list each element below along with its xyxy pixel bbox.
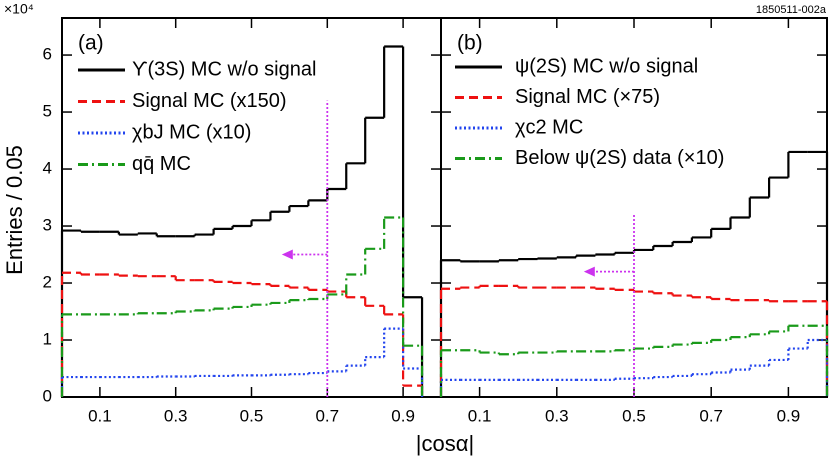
- x-tick-label: 0.3: [545, 406, 569, 425]
- y-multiplier: ×10⁴: [4, 1, 34, 17]
- y-tick-label: 4: [43, 159, 52, 178]
- panel-label: (a): [78, 32, 104, 55]
- x-tick-label: 0.5: [240, 406, 264, 425]
- x-axis-label: |cosα|: [416, 431, 474, 456]
- x-tick-label: 0.9: [391, 406, 415, 425]
- legend-label: Signal MC (x150): [132, 90, 287, 112]
- legend-label: ψ(2S) MC w/o signal: [515, 55, 698, 77]
- legend-label: Signal MC (×75): [515, 86, 660, 108]
- legend-label: Below ψ(2S) data (×10): [515, 147, 724, 169]
- cut-arrowhead: [583, 266, 595, 277]
- x-tick-label: 0.7: [699, 406, 723, 425]
- legend-label: qq̄ MC: [132, 153, 191, 175]
- cut-arrowhead: [281, 249, 293, 260]
- y-tick-label: 0: [43, 386, 52, 405]
- y-tick-label: 5: [43, 102, 52, 121]
- x-tick-label: 0.1: [88, 406, 112, 425]
- y-axis-label: Entries / 0.05: [2, 145, 27, 275]
- x-tick-label: 0.7: [315, 406, 339, 425]
- y-tick-label: 2: [43, 272, 52, 291]
- panel-label: (b): [457, 32, 483, 55]
- y-tick-label: 3: [43, 216, 52, 235]
- legend-label: ϒ(3S) MC w/o signal: [132, 58, 316, 80]
- x-tick-label: 0.3: [164, 406, 188, 425]
- x-tick-label: 0.5: [622, 406, 646, 425]
- legend-label: χc2 MC: [515, 116, 583, 138]
- x-tick-label: 0.9: [777, 406, 801, 425]
- legend-label: χbJ MC (x10): [132, 121, 251, 143]
- figure-id: 1850511-002a: [756, 4, 827, 16]
- x-tick-label: 0.1: [468, 406, 492, 425]
- y-tick-label: 1: [43, 329, 52, 348]
- y-tick-label: 6: [43, 45, 52, 64]
